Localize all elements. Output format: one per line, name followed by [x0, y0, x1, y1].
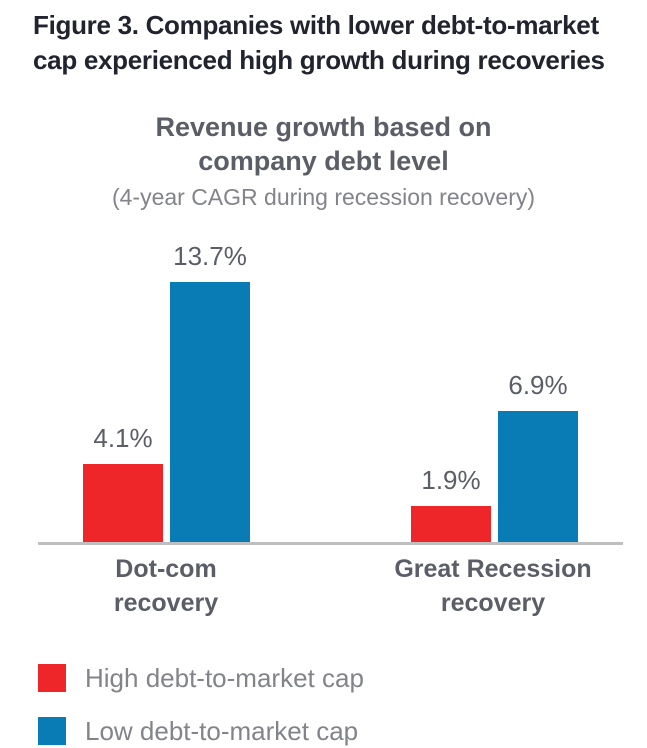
bar-low-debt-to-market-cap-great-recession-recovery [498, 411, 578, 542]
x-label-great-recession-recovery: Great Recession recovery [394, 555, 592, 617]
chart-legend: High debt-to-market cap Low debt-to-mark… [38, 663, 364, 748]
plot-area: 4.1% 1.9% 13.7% 6.9% [38, 230, 623, 545]
chart-title-line-2: company debt level [198, 146, 449, 176]
x-axis-baseline [38, 542, 623, 545]
legend-label-low-debt: Low debt-to-market cap [85, 715, 359, 746]
chart-title: Revenue growth based on company debt lev… [0, 110, 647, 178]
legend-label-high-debt: High debt-to-market cap [85, 662, 364, 693]
figure-title: Figure 3. Companies with lower debt-to-m… [33, 8, 623, 78]
bar-high-debt-to-market-cap-dot-com-recovery [83, 464, 163, 542]
x-axis-labels: Dot-com recovery Great Recession recovery [0, 552, 647, 624]
legend-item-low-debt: Low debt-to-market cap [38, 716, 364, 746]
figure-title-line-2: cap experienced high growth during recov… [33, 45, 605, 75]
x-label-dot-com-recovery: Dot-com recovery [113, 555, 219, 617]
legend-item-high-debt: High debt-to-market cap [38, 663, 364, 693]
bar-value-label-dot-com-recovery-low-debt-to-market-cap: 13.7% [173, 241, 247, 271]
bar-high-debt-to-market-cap-great-recession-recovery [411, 506, 491, 542]
bar-low-debt-to-market-cap-dot-com-recovery [170, 282, 250, 542]
bar-value-label-great-recession-recovery-high-debt-to-market-cap: 1.9% [421, 465, 481, 495]
bar-value-label-dot-com-recovery-high-debt-to-market-cap: 4.1% [93, 423, 153, 453]
high-debt-swatch [38, 664, 66, 692]
bar-value-label-great-recession-recovery-low-debt-to-market-cap: 6.9% [508, 370, 568, 400]
figure-title-line-1: Figure 3. Companies with lower debt-to-m… [33, 10, 599, 40]
chart-header: Revenue growth based on company debt lev… [0, 110, 647, 211]
low-debt-swatch [38, 717, 66, 745]
chart-subtitle: (4-year CAGR during recession recovery) [111, 184, 536, 210]
chart-title-line-1: Revenue growth based on [155, 112, 492, 142]
